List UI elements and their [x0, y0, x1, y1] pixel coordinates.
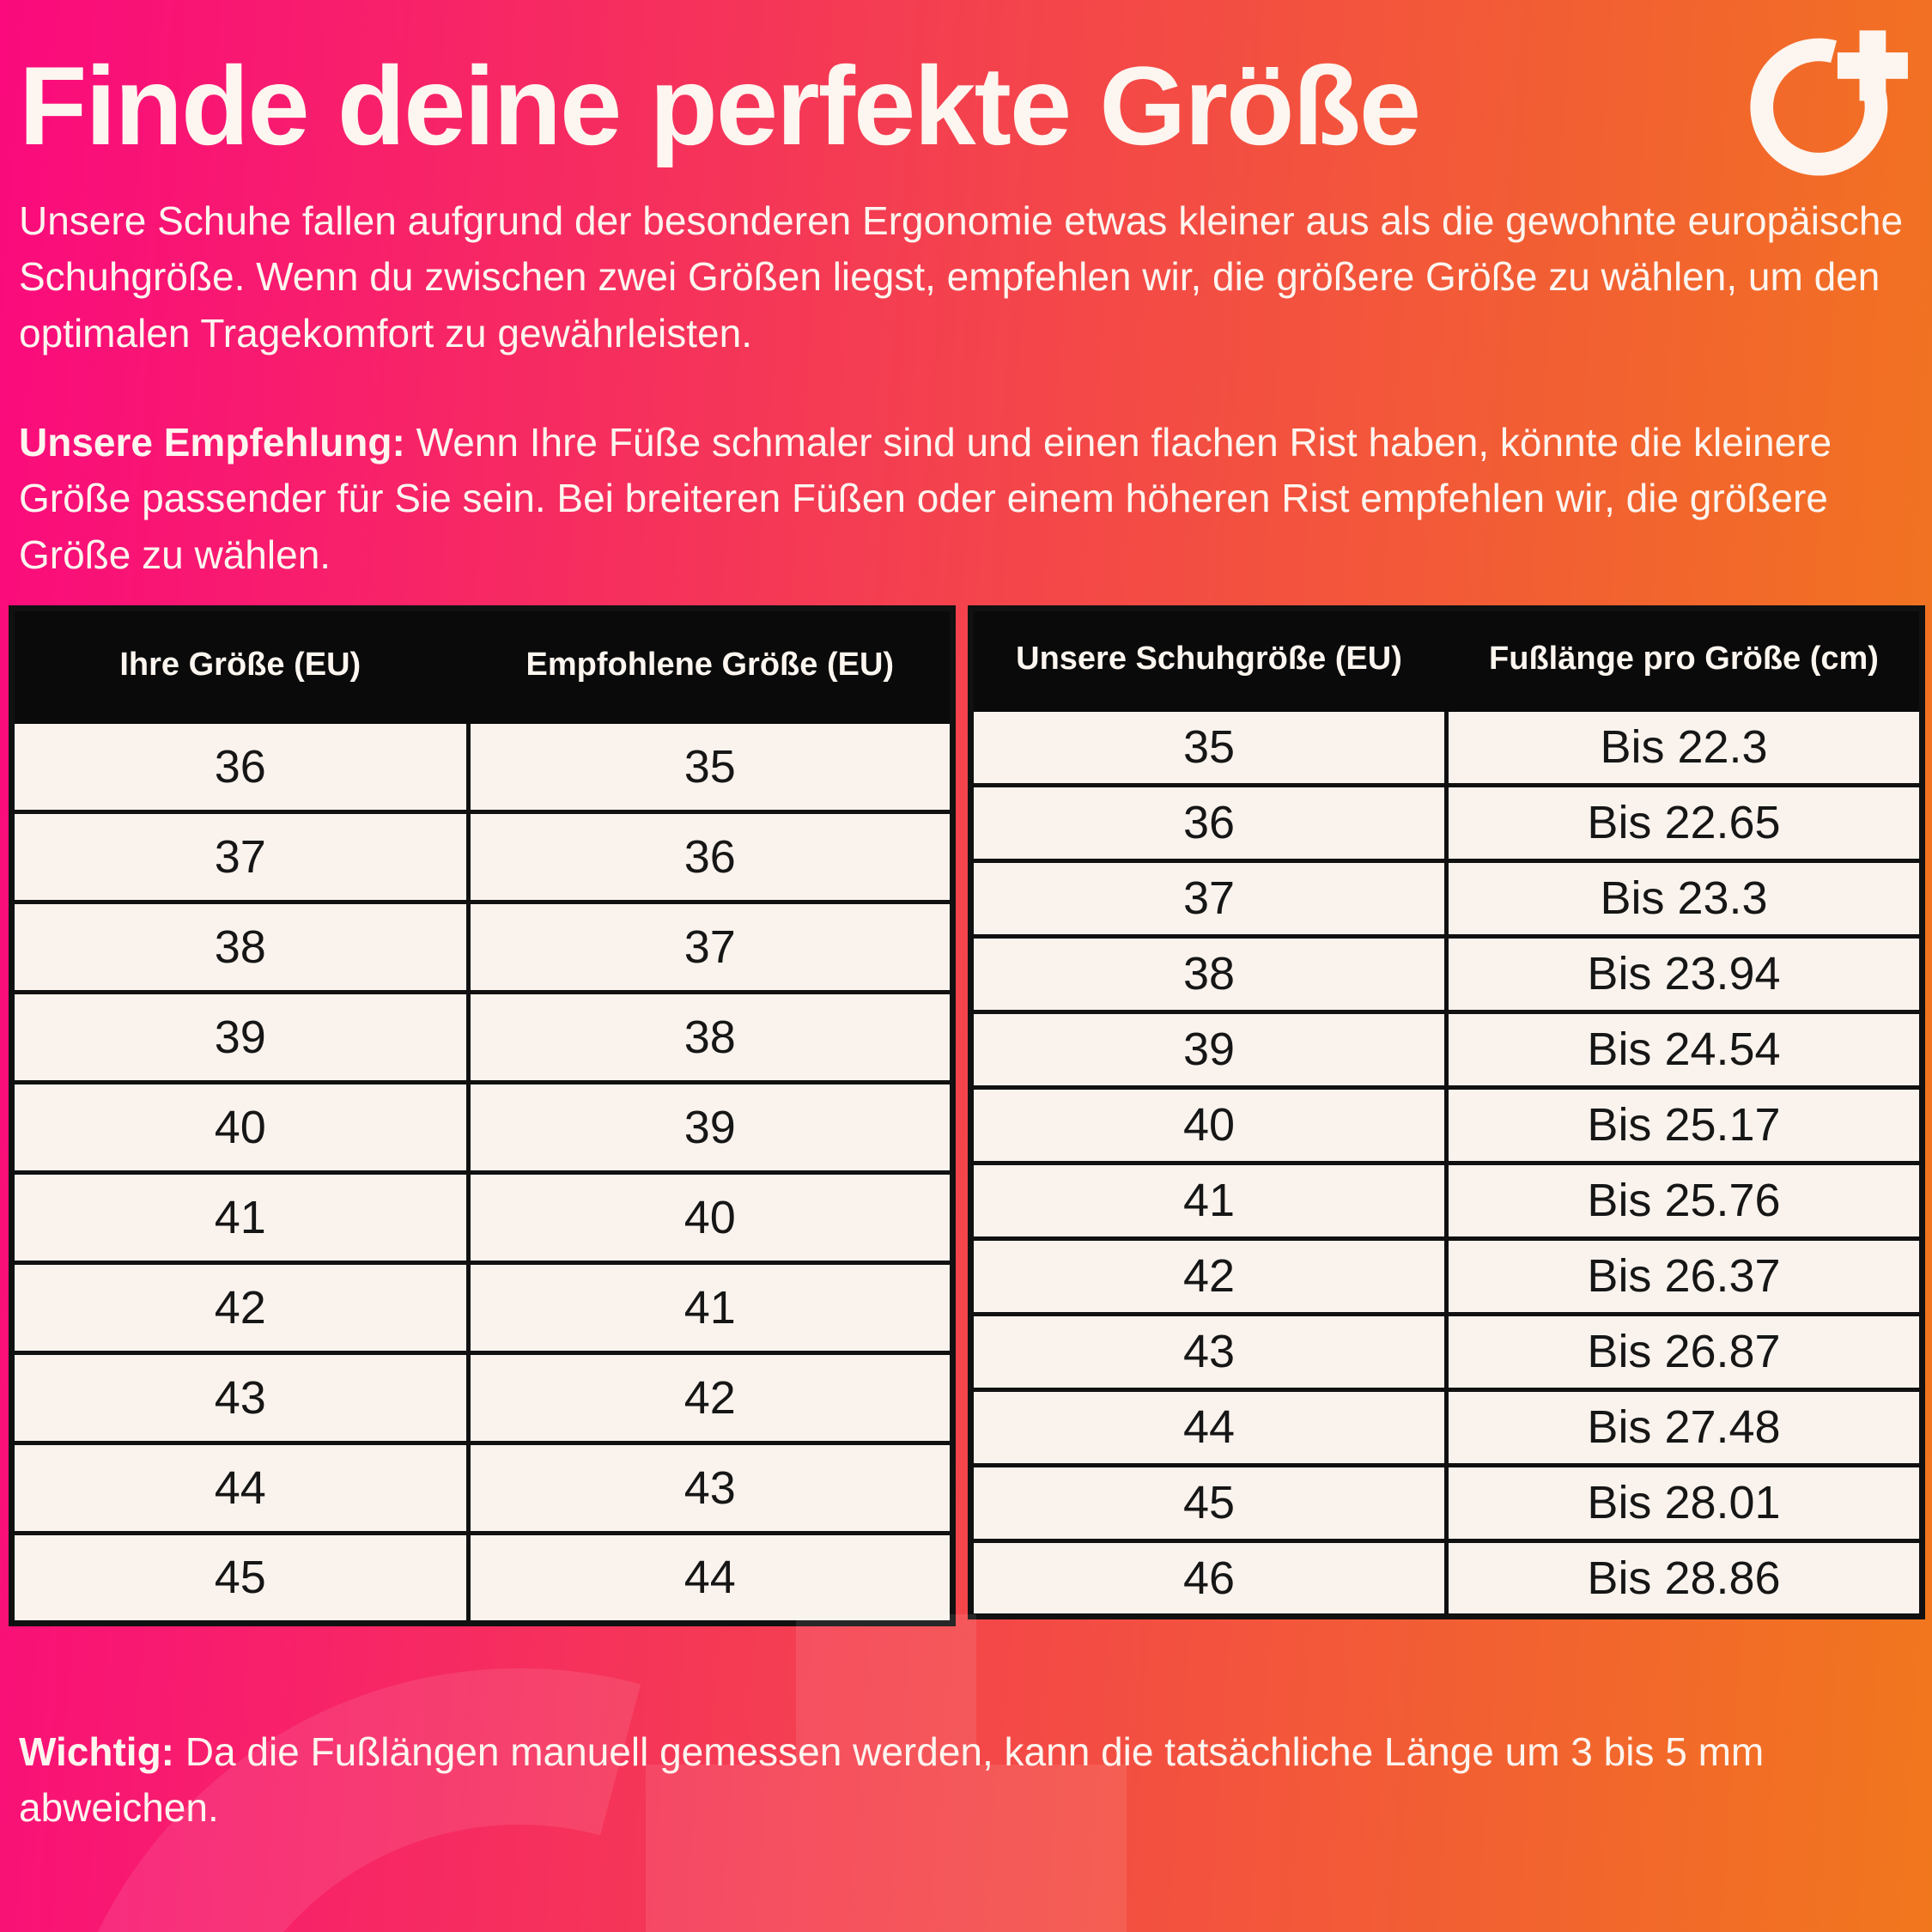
table-row: 45 44 — [9, 1530, 956, 1625]
size-tables: Ihre Größe (EU) Empfohlene Größe (EU) 36 3… — [9, 605, 1925, 1626]
table-row: 44 43 — [9, 1440, 956, 1535]
size-cell: Bis 23.3 — [1444, 858, 1924, 939]
footer-note-label: Wichtig: — [19, 1728, 174, 1774]
size-cell: 35 — [969, 707, 1449, 787]
intro-paragraph: Unsere Schuhe fallen aufgrund der besond… — [19, 198, 1904, 355]
size-cell: 38 — [969, 933, 1449, 1014]
column-header: Empfohlene Größe (EU) — [465, 605, 956, 724]
size-cell: 36 — [969, 782, 1449, 863]
table-row: 43 42 — [9, 1350, 956, 1445]
size-cell: 35 — [465, 719, 956, 814]
size-cell: 36 — [9, 719, 471, 814]
size-cell: Bis 24.54 — [1444, 1009, 1924, 1090]
size-cell: 43 — [969, 1311, 1449, 1392]
size-cell: Bis 22.65 — [1444, 782, 1924, 863]
size-cell: 42 — [9, 1260, 471, 1355]
column-header: Fußlänge pro Größe (cm) — [1444, 605, 1924, 712]
header-row: Unsere Schuhgröße (EU) Fußlänge pro Größe… — [969, 605, 1924, 712]
size-cell: 45 — [969, 1462, 1449, 1543]
footer-note: Wichtig: Da die Fußlängen manuell gemess… — [19, 1724, 1913, 1837]
size-cell: 41 — [969, 1160, 1449, 1241]
size-cell: 37 — [465, 899, 956, 994]
size-cell: 40 — [465, 1170, 956, 1265]
column-header: Unsere Schuhgröße (EU) — [969, 605, 1449, 712]
size-cell: 41 — [9, 1170, 471, 1265]
table-row: 35 Bis 22.3 — [969, 707, 1924, 787]
table-row: 41 40 — [9, 1170, 956, 1265]
table-row: 40 Bis 25.17 — [969, 1084, 1924, 1165]
header: Finde deine perfekte Größe — [0, 0, 1932, 176]
size-cell: 42 — [969, 1236, 1449, 1316]
table-row: 41 Bis 25.76 — [969, 1160, 1924, 1241]
o-plus-logo-icon — [1750, 30, 1908, 176]
size-cell: 37 — [969, 858, 1449, 939]
page-title: Finde deine perfekte Größe — [19, 43, 1421, 168]
table-row: 39 38 — [9, 989, 956, 1084]
size-cell: 39 — [9, 989, 471, 1084]
size-cell: 39 — [465, 1079, 956, 1175]
table-row: 45 Bis 28.01 — [969, 1462, 1924, 1543]
size-cell: Bis 26.37 — [1444, 1236, 1924, 1316]
size-cell: 40 — [969, 1084, 1449, 1165]
footer-note-text: Da die Fußlängen manuell gemessen werden… — [19, 1728, 1765, 1831]
size-cell: Bis 26.87 — [1444, 1311, 1924, 1392]
size-cell: 44 — [969, 1387, 1449, 1467]
header-row: Ihre Größe (EU) Empfohlene Größe (EU) — [9, 605, 956, 724]
table-row: 40 39 — [9, 1079, 956, 1175]
size-cell: 36 — [465, 809, 956, 904]
table-row: 38 Bis 23.94 — [969, 933, 1924, 1014]
table-row: 37 36 — [9, 809, 956, 904]
size-cell: 42 — [465, 1350, 956, 1445]
size-cell: 39 — [969, 1009, 1449, 1090]
size-cell: 41 — [465, 1260, 956, 1355]
size-cell: 46 — [969, 1538, 1449, 1619]
size-cell: 38 — [9, 899, 471, 994]
table-row: 39 Bis 24.54 — [969, 1009, 1924, 1090]
size-cell: 43 — [465, 1440, 956, 1535]
size-conversion-table: Ihre Größe (EU) Empfohlene Größe (EU) 36 3… — [9, 605, 956, 1626]
size-cell: 44 — [9, 1440, 471, 1535]
size-cell: 45 — [9, 1530, 471, 1625]
table-row: 42 41 — [9, 1260, 956, 1355]
size-cell: Bis 25.76 — [1444, 1160, 1924, 1241]
table-row: 36 Bis 22.65 — [969, 782, 1924, 863]
recommendation-paragraph: Unsere Empfehlung: Wenn Ihre Füße schmal… — [19, 415, 1913, 583]
table-row: 38 37 — [9, 899, 956, 994]
size-cell: Bis 23.94 — [1444, 933, 1924, 1014]
table-row: 36 35 — [9, 719, 956, 814]
size-cell: 43 — [9, 1350, 471, 1445]
table-row: 44 Bis 27.48 — [969, 1387, 1924, 1467]
table-row: 46 Bis 28.86 — [969, 1538, 1924, 1619]
size-cell: Bis 28.01 — [1444, 1462, 1924, 1543]
recommendation-label: Unsere Empfehlung: — [19, 419, 405, 465]
size-cell: 37 — [9, 809, 471, 904]
size-cell: 40 — [9, 1079, 471, 1175]
size-cell: 44 — [465, 1530, 956, 1625]
size-cell: Bis 22.3 — [1444, 707, 1924, 787]
size-cell: 38 — [465, 989, 956, 1084]
table-row: 37 Bis 23.3 — [969, 858, 1924, 939]
size-cell: Bis 28.86 — [1444, 1538, 1924, 1619]
column-header: Ihre Größe (EU) — [9, 605, 471, 724]
size-cell: Bis 27.48 — [1444, 1387, 1924, 1467]
table-row: 42 Bis 26.37 — [969, 1236, 1924, 1316]
table-row: 43 Bis 26.87 — [969, 1311, 1924, 1392]
foot-length-table: Unsere Schuhgröße (EU) Fußlänge pro Größe… — [968, 605, 1925, 1619]
size-cell: Bis 25.17 — [1444, 1084, 1924, 1165]
recommendation-text: Wenn Ihre Füße schmaler sind und einen f… — [19, 419, 1832, 577]
